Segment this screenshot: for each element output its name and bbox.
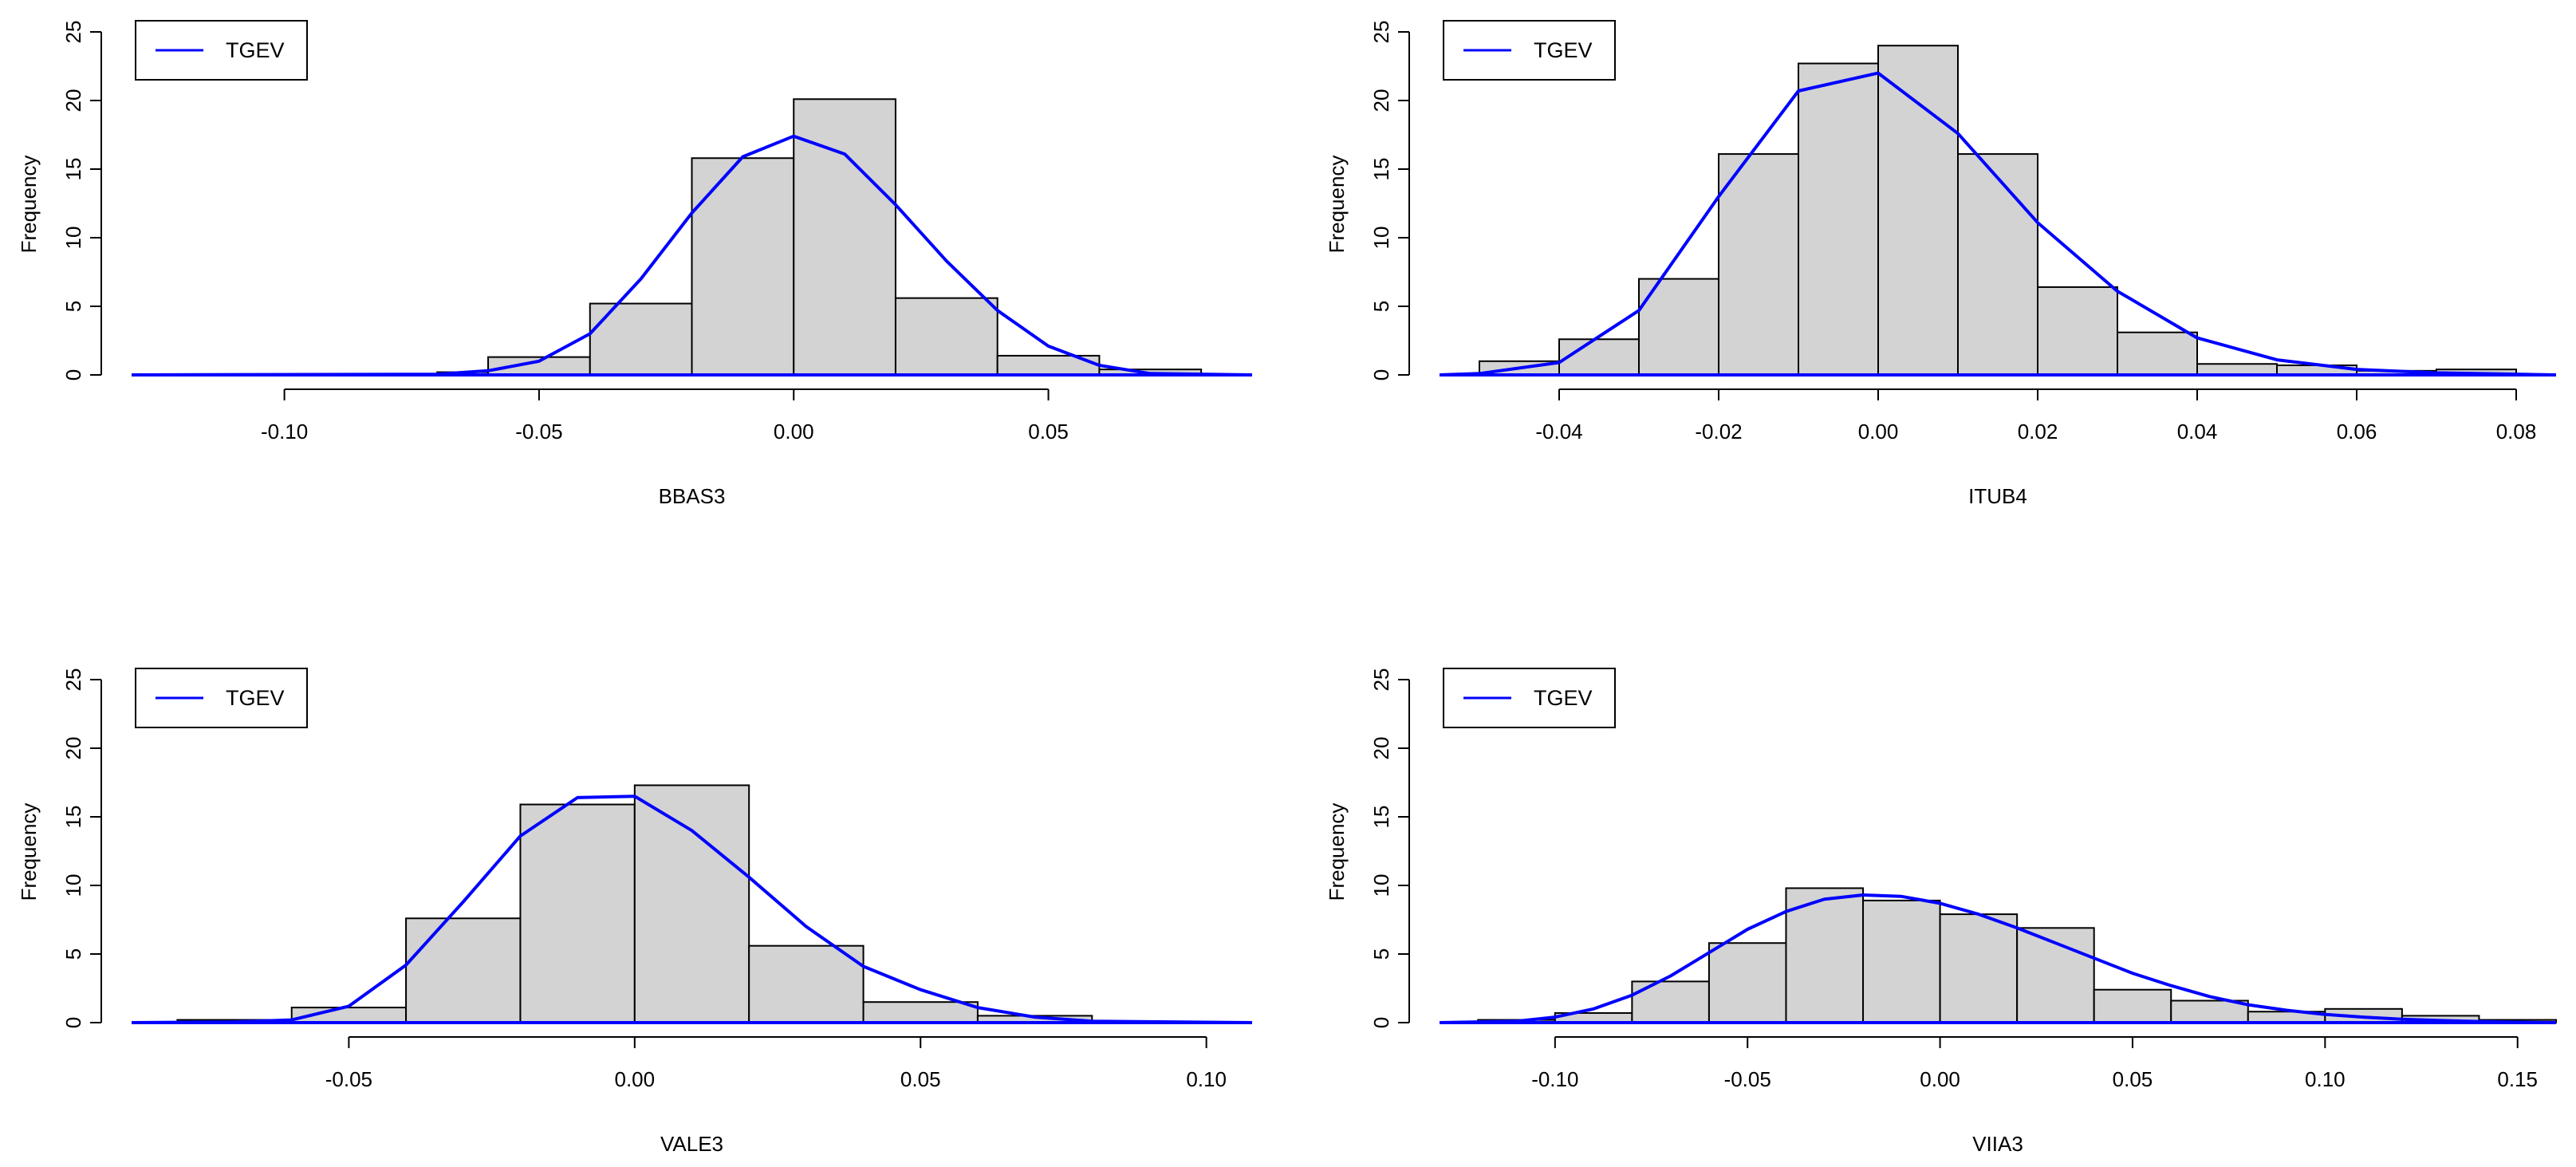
histogram-bar bbox=[1785, 887, 1865, 1023]
x-tick-label: 0.08 bbox=[2496, 420, 2537, 444]
legend-label: TGEV bbox=[226, 686, 285, 710]
histogram-bar bbox=[1718, 153, 1799, 377]
histogram-bar bbox=[633, 784, 750, 1023]
y-tick-label: 5 bbox=[1369, 301, 1393, 312]
x-tick-label: 0.00 bbox=[615, 1067, 656, 1091]
chart-panel-viia3: 0 5 10 15 20 25 Frequency -0.10 -0.05 0.00 0.05 0.1… bbox=[1325, 668, 2557, 1156]
x-tick-label: 0.00 bbox=[774, 420, 814, 444]
histogram-bar bbox=[405, 917, 522, 1024]
y-tick-label: 0 bbox=[61, 1017, 85, 1028]
x-tick-label: -0.10 bbox=[261, 420, 308, 444]
histogram-bar bbox=[1558, 338, 1640, 376]
histogram-bar bbox=[862, 1001, 979, 1023]
y-tick-label: 15 bbox=[1369, 158, 1393, 181]
x-tick-label: -0.05 bbox=[515, 420, 562, 444]
y-tick-label: 25 bbox=[61, 668, 85, 692]
tgev-density-line bbox=[1439, 893, 2557, 1024]
y-tick-label: 20 bbox=[61, 737, 85, 760]
y-tick-label: 15 bbox=[61, 806, 85, 829]
y-tick-label: 25 bbox=[1369, 21, 1393, 44]
x-axis-title: ITUB4 bbox=[1968, 484, 2027, 508]
x-tick-label: 0.02 bbox=[2018, 420, 2058, 444]
y-axis-title: Frequency bbox=[17, 803, 41, 901]
x-tick-label: 0.10 bbox=[1186, 1067, 1227, 1091]
x-axis-title: VALE3 bbox=[660, 1132, 723, 1156]
histogram-bar bbox=[2093, 988, 2172, 1023]
tgev-density-line bbox=[131, 134, 1253, 377]
y-tick-label: 25 bbox=[1369, 668, 1393, 692]
histogram-bar bbox=[894, 297, 998, 376]
y-tick-label: 20 bbox=[61, 89, 85, 112]
y-tick-label: 0 bbox=[61, 369, 85, 380]
x-tick-label: -0.02 bbox=[1695, 420, 1742, 444]
legend: TGEV bbox=[135, 20, 308, 81]
histogram-bar bbox=[748, 944, 865, 1024]
x-axis-title: VIIA3 bbox=[1972, 1132, 2023, 1156]
legend: TGEV bbox=[1443, 668, 1616, 728]
legend-label: TGEV bbox=[1534, 38, 1593, 62]
histogram-bar bbox=[589, 302, 693, 376]
legend-label: TGEV bbox=[1534, 686, 1593, 710]
y-tick-label: 10 bbox=[1369, 227, 1393, 250]
y-tick-label: 25 bbox=[61, 21, 85, 44]
y-axis-title: Frequency bbox=[1325, 156, 1349, 254]
legend: TGEV bbox=[1443, 20, 1616, 81]
histogram-bar bbox=[2170, 999, 2249, 1023]
x-tick-label: 0.05 bbox=[2113, 1067, 2153, 1091]
legend-label: TGEV bbox=[226, 38, 285, 62]
histogram-bar bbox=[1798, 62, 1879, 376]
histogram-bar bbox=[1957, 153, 2038, 377]
y-tick-label: 15 bbox=[1369, 806, 1393, 829]
x-tick-label: 0.06 bbox=[2337, 420, 2377, 444]
histogram-bar bbox=[793, 98, 896, 376]
y-tick-label: 0 bbox=[1369, 369, 1393, 380]
histogram-bar bbox=[1862, 899, 1941, 1024]
histogram-bar bbox=[519, 803, 636, 1024]
y-tick-label: 5 bbox=[61, 301, 85, 312]
x-axis-title: BBAS3 bbox=[659, 484, 726, 508]
x-tick-label: 0.15 bbox=[2497, 1067, 2538, 1091]
x-tick-label: 0.00 bbox=[1920, 1067, 1960, 1091]
y-axis-title: Frequency bbox=[17, 156, 41, 254]
histogram-bar bbox=[1631, 980, 1710, 1024]
x-tick-label: 0.00 bbox=[1858, 420, 1899, 444]
legend: TGEV bbox=[135, 668, 308, 728]
legend-box bbox=[1443, 668, 1616, 728]
chart-panel-vale3: 0 5 10 15 20 25 Frequency -0.05 0.00 0.05 0.10 VALE… bbox=[17, 668, 1253, 1156]
histogram-bar bbox=[2117, 331, 2198, 376]
y-tick-label: 5 bbox=[1369, 948, 1393, 960]
y-tick-label: 10 bbox=[61, 227, 85, 250]
histogram-bar bbox=[2196, 363, 2278, 376]
x-tick-label: -0.10 bbox=[1531, 1067, 1578, 1091]
y-tick-label: 10 bbox=[61, 874, 85, 897]
y-axis-title: Frequency bbox=[1325, 803, 1349, 901]
histogram-bar bbox=[691, 157, 795, 377]
histogram-bar bbox=[1877, 45, 1959, 376]
chart-panel-itub4: 0 5 10 15 20 25 Frequency -0.04 -0.02 0.00 0.02 0.0… bbox=[1325, 20, 2557, 508]
x-tick-label: 0.04 bbox=[2177, 420, 2218, 444]
y-tick-label: 20 bbox=[1369, 89, 1393, 112]
y-tick-label: 10 bbox=[1369, 874, 1393, 897]
y-tick-label: 5 bbox=[61, 948, 85, 960]
x-tick-label: 0.05 bbox=[900, 1067, 941, 1091]
y-tick-label: 15 bbox=[61, 158, 85, 181]
y-tick-label: 0 bbox=[1369, 1017, 1393, 1028]
x-tick-label: -0.05 bbox=[325, 1067, 372, 1091]
tgev-density-line bbox=[131, 794, 1253, 1024]
x-tick-label: 0.10 bbox=[2305, 1067, 2346, 1091]
tgev-density-line bbox=[1439, 71, 2557, 377]
x-tick-label: -0.04 bbox=[1535, 420, 1582, 444]
x-tick-label: 0.05 bbox=[1028, 420, 1069, 444]
histogram-bar bbox=[1939, 913, 2019, 1023]
y-tick-label: 20 bbox=[1369, 737, 1393, 760]
chart-panel-bbas3: 0 5 10 15 20 25 Frequency -0.10 -0.05 0.00 0.05 BBA… bbox=[17, 20, 1253, 508]
histogram-bar bbox=[1707, 942, 1787, 1023]
histogram-bar bbox=[2037, 286, 2118, 377]
x-tick-label: -0.05 bbox=[1724, 1067, 1771, 1091]
